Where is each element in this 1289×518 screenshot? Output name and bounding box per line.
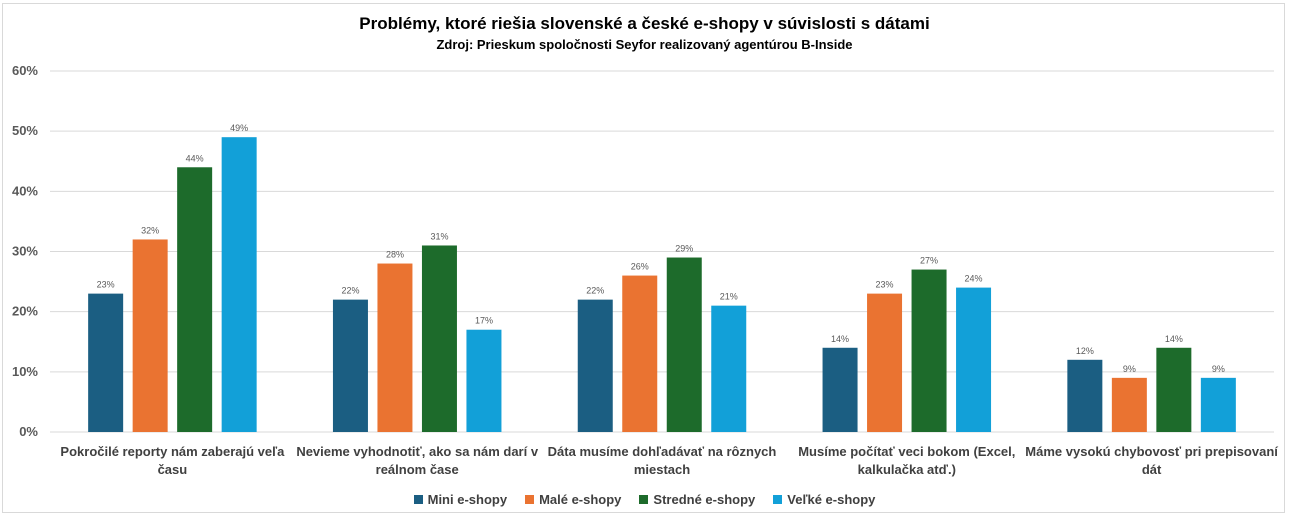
data-label: 29%: [675, 244, 693, 254]
bar: [466, 329, 502, 432]
data-label: 22%: [586, 286, 604, 296]
y-tick-label: 20%: [12, 304, 38, 319]
legend-swatch: [525, 495, 535, 504]
legend-item: Mini e-shopy: [413, 492, 508, 507]
legend-item: Malé e-shopy: [525, 492, 621, 507]
bar: [332, 299, 368, 432]
y-tick-label: 30%: [12, 244, 38, 259]
bar: [88, 293, 124, 432]
data-label: 22%: [341, 286, 359, 296]
legend-item: Veľké e-shopy: [773, 492, 875, 507]
bar: [911, 269, 947, 432]
y-tick-label: 50%: [12, 123, 38, 138]
bar: [822, 347, 858, 432]
x-category-label: času: [158, 462, 188, 477]
legend-label: Malé e-shopy: [539, 492, 622, 507]
data-label: 26%: [631, 262, 649, 272]
legend-swatch: [639, 495, 649, 504]
bar: [1156, 347, 1192, 432]
bar: [577, 299, 613, 432]
legend-label: Stredné e-shopy: [653, 492, 756, 507]
x-category-label: miestach: [634, 462, 690, 477]
bar: [1067, 359, 1103, 432]
y-tick-label: 60%: [12, 63, 38, 78]
bar: [132, 239, 168, 432]
x-category-label: Dáta musíme dohľadávať na rôznych: [548, 444, 777, 459]
data-label: 23%: [97, 280, 115, 290]
data-label: 14%: [831, 334, 849, 344]
legend-label: Veľké e-shopy: [787, 492, 876, 507]
x-category-label: kalkulačka atď.): [858, 462, 956, 477]
data-label: 23%: [876, 280, 894, 290]
bar: [666, 257, 702, 432]
x-category-label: Pokročilé reporty nám zaberajú veľa: [60, 444, 285, 459]
data-label: 31%: [430, 231, 448, 241]
data-label: 44%: [186, 153, 204, 163]
legend-swatch: [413, 495, 423, 504]
chart-legend: Mini e-shopy Malé e-shopy Stredné e-shopy V…: [0, 492, 1289, 507]
bar: [377, 263, 413, 432]
bar: [622, 275, 658, 432]
data-label: 27%: [920, 256, 938, 266]
legend-item: Stredné e-shopy: [639, 492, 755, 507]
data-label: 49%: [230, 123, 248, 133]
bar: [421, 245, 457, 432]
x-category-label: reálnom čase: [376, 462, 459, 477]
data-label: 24%: [965, 274, 983, 284]
data-label: 9%: [1123, 364, 1136, 374]
data-label: 12%: [1076, 346, 1094, 356]
y-tick-label: 0%: [19, 424, 38, 439]
x-category-label: Nevieme vyhodnotiť, ako sa nám darí v: [296, 444, 539, 459]
bar: [1200, 377, 1236, 432]
bar: [177, 167, 213, 432]
x-category-label: Máme vysokú chybovosť pri prepisovaní: [1025, 444, 1278, 459]
data-label: 17%: [475, 316, 493, 326]
chart-title: Problémy, ktoré riešia slovenské a české…: [359, 14, 930, 33]
bar: [867, 293, 903, 432]
data-label: 14%: [1165, 334, 1183, 344]
chart-subtitle: Zdroj: Prieskum spoločnosti Seyfor reali…: [436, 37, 853, 52]
x-category-label: dát: [1142, 462, 1162, 477]
bar: [1111, 377, 1147, 432]
bar: [711, 305, 747, 432]
data-label: 9%: [1212, 364, 1225, 374]
bar: [956, 287, 992, 432]
data-label: 32%: [141, 225, 159, 235]
data-label: 21%: [720, 292, 738, 302]
x-category-label: Musíme počítať veci bokom (Excel,: [798, 444, 1015, 459]
legend-label: Mini e-shopy: [427, 492, 508, 507]
legend-swatch: [773, 495, 783, 504]
data-label: 28%: [386, 250, 404, 260]
y-tick-label: 10%: [12, 364, 38, 379]
bar: [221, 137, 257, 432]
y-tick-label: 40%: [12, 183, 38, 198]
